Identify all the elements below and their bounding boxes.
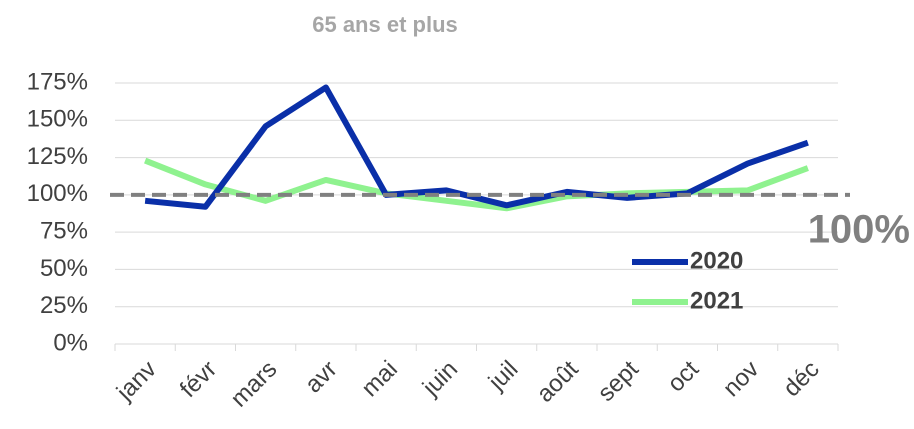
y-tick-label: 75% — [40, 217, 88, 244]
y-tick-label: 50% — [40, 255, 88, 282]
x-tick-label: déc — [778, 356, 824, 402]
y-tick-label: 100% — [27, 180, 88, 207]
x-tick-label: oct — [662, 355, 704, 397]
y-tick-label: 25% — [40, 292, 88, 319]
series-line — [144, 84, 809, 210]
x-tick-label: févr — [175, 356, 222, 403]
y-tick-label: 125% — [27, 143, 88, 170]
x-tick-label: avr — [300, 356, 343, 399]
x-tick-label: juil — [483, 356, 524, 397]
legend-label: 2021 — [690, 287, 743, 314]
y-tick-label: 150% — [27, 106, 88, 133]
x-tick-label: mai — [356, 356, 402, 402]
x-tick-label: sept — [593, 355, 644, 406]
x-tick-label: mars — [226, 356, 283, 413]
x-tick-label: juin — [417, 356, 463, 402]
legend-label: 2020 — [690, 247, 743, 274]
x-tick-label: nov — [718, 356, 764, 402]
reference-label: 100% — [808, 208, 910, 252]
x-tick-label: janv — [111, 356, 162, 407]
x-tick-label: août — [531, 355, 583, 407]
y-tick-label: 0% — [53, 329, 88, 356]
y-tick-label: 175% — [27, 68, 88, 95]
chart-title: 65 ans et plus — [312, 12, 458, 37]
